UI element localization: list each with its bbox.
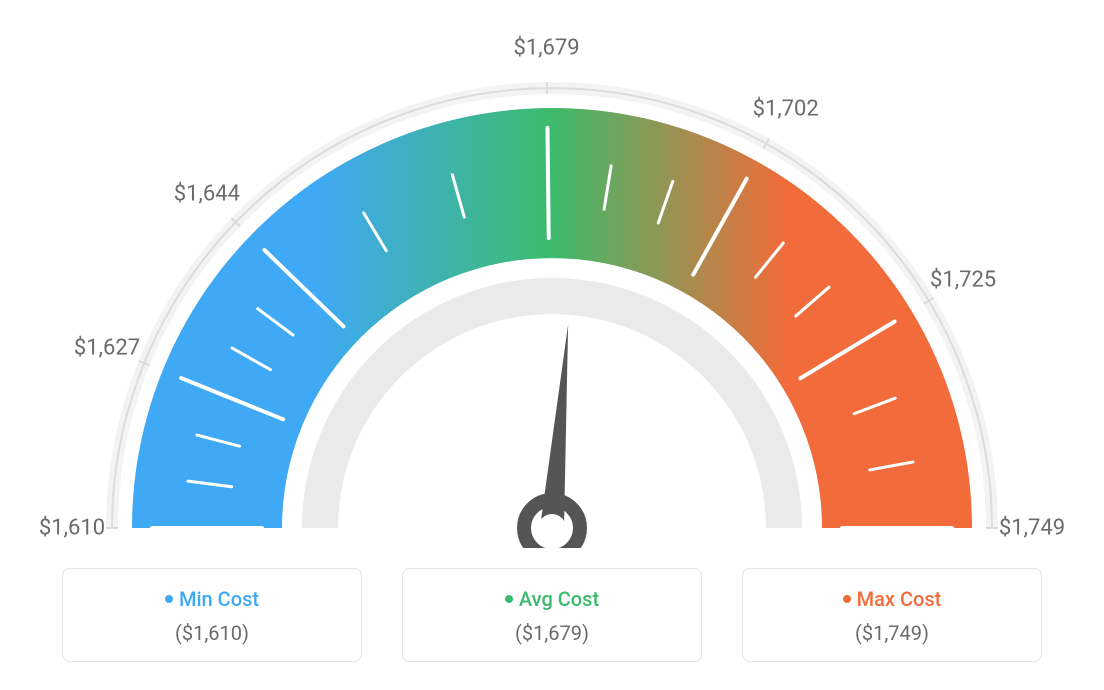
avg-cost-label: Avg Cost bbox=[519, 587, 599, 611]
max-cost-value: ($1,749) bbox=[755, 621, 1029, 645]
gauge-tick-label: $1,627 bbox=[74, 336, 140, 361]
gauge-tick-label: $1,644 bbox=[174, 182, 240, 207]
avg-dot-icon bbox=[505, 595, 513, 603]
avg-cost-label-row: Avg Cost bbox=[415, 587, 689, 611]
gauge-chart: $1,610 $1,627 $1,644 $1,679 $1,702 $1,725 $1,7… bbox=[0, 28, 1104, 548]
min-cost-value: ($1,610) bbox=[75, 621, 349, 645]
min-cost-label-row: Min Cost bbox=[75, 587, 349, 611]
gauge-svg bbox=[52, 28, 1052, 548]
gauge-tick-label: $1,702 bbox=[753, 96, 819, 121]
min-dot-icon bbox=[165, 595, 173, 603]
summary-cards: Min Cost ($1,610) Avg Cost ($1,679) Max … bbox=[0, 568, 1104, 662]
gauge-tick-label: $1,725 bbox=[930, 268, 996, 293]
gauge-tick-label: $1,610 bbox=[39, 516, 105, 541]
gauge-tick-label: $1,679 bbox=[513, 36, 579, 61]
avg-cost-card: Avg Cost ($1,679) bbox=[402, 568, 702, 662]
min-cost-label: Min Cost bbox=[179, 587, 259, 611]
max-cost-card: Max Cost ($1,749) bbox=[742, 568, 1042, 662]
min-cost-card: Min Cost ($1,610) bbox=[62, 568, 362, 662]
max-cost-label-row: Max Cost bbox=[755, 587, 1029, 611]
max-cost-label: Max Cost bbox=[857, 587, 942, 611]
gauge-tick-label: $1,749 bbox=[999, 516, 1065, 541]
avg-cost-value: ($1,679) bbox=[415, 621, 689, 645]
max-dot-icon bbox=[843, 595, 851, 603]
